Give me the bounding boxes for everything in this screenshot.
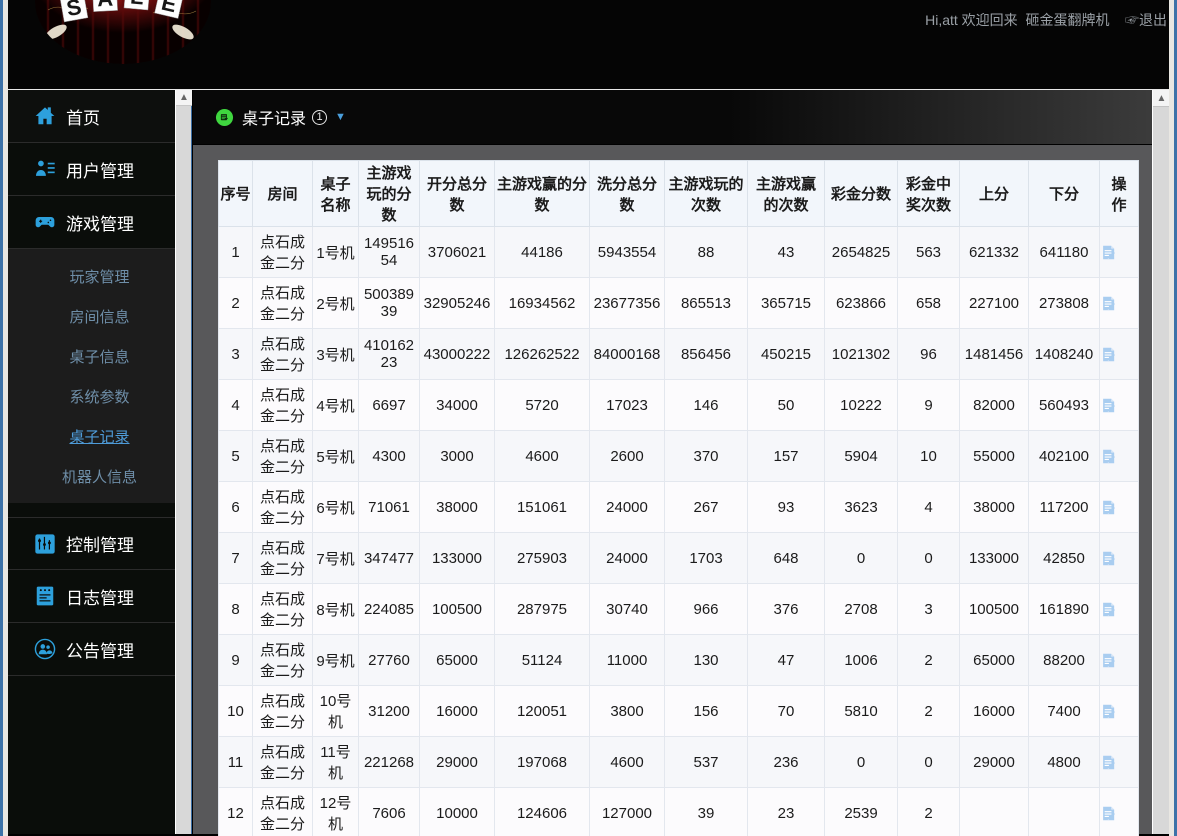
- svg-text:L: L: [129, 0, 145, 10]
- svg-text:S: S: [65, 0, 84, 21]
- svg-text:A: A: [96, 0, 113, 11]
